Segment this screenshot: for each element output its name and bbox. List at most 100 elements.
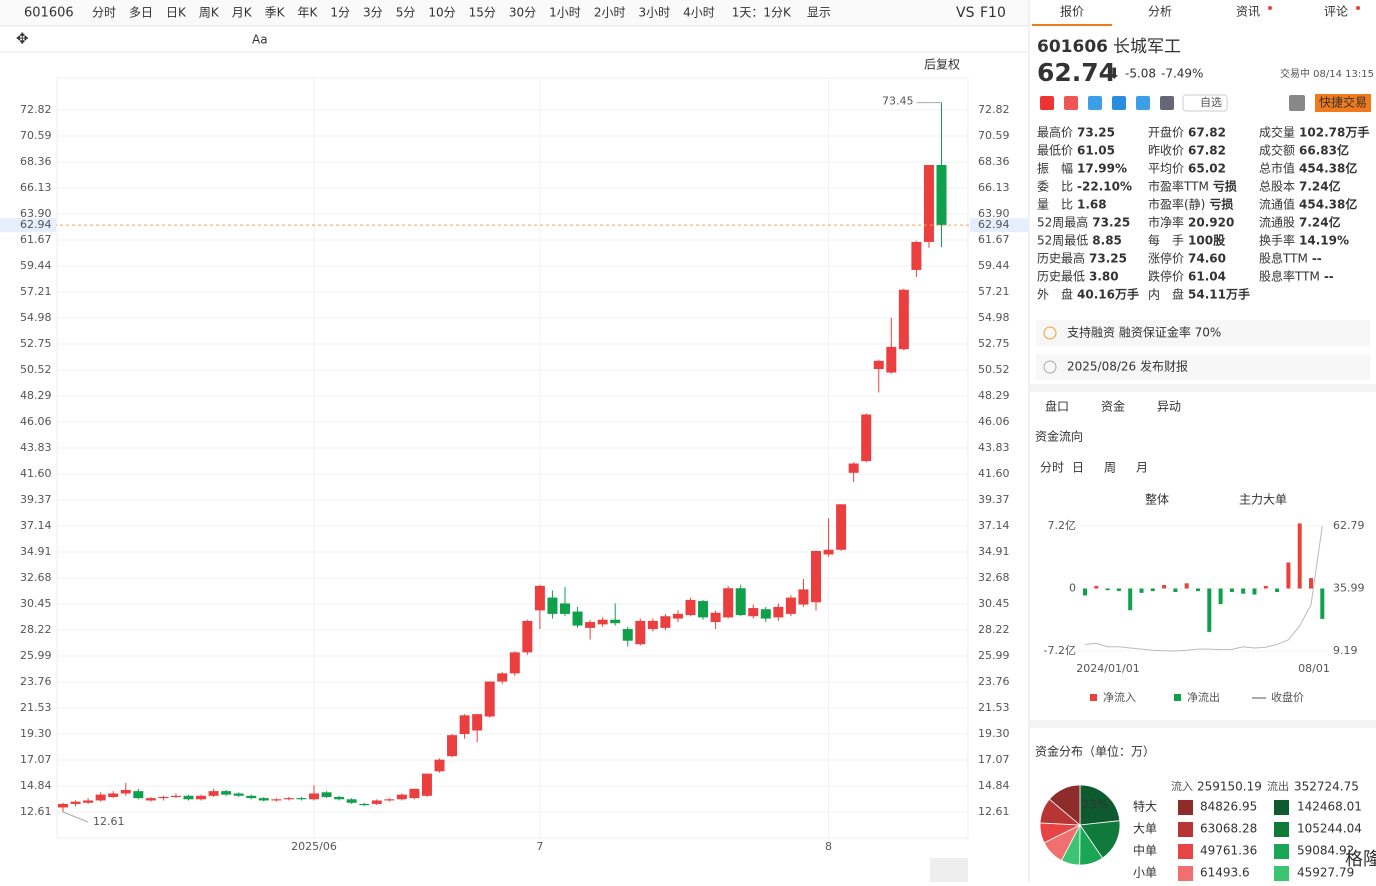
candle-body: [522, 620, 533, 653]
sub-tab[interactable]: 资金: [1101, 399, 1125, 414]
candle-body: [886, 346, 897, 373]
stat-label: 总股本: [1259, 180, 1295, 194]
period-tab[interactable]: 分时: [92, 6, 116, 20]
candle-body: [735, 588, 746, 616]
stat-value: 40.16万手: [1077, 287, 1139, 302]
swatch: [1274, 866, 1289, 881]
ratio-select[interactable]: 1天：1分K: [732, 6, 792, 20]
candle-body: [748, 608, 759, 617]
period-tab[interactable]: 年K: [298, 6, 319, 20]
stat-label: 52周最高: [1037, 215, 1088, 230]
flow-period[interactable]: 日: [1072, 461, 1084, 475]
flow-period[interactable]: 分时: [1040, 461, 1064, 475]
x-tick-label: 2025/06: [291, 840, 337, 853]
trade-label[interactable]: 快捷交易: [1319, 95, 1367, 110]
y-tick-label: 39.37: [978, 493, 1010, 506]
flow-bar: [1263, 585, 1268, 589]
f10-button[interactable]: F10: [980, 5, 1006, 21]
period-tab[interactable]: 1小时: [549, 6, 581, 20]
last-price-label: 62.94: [978, 218, 1010, 231]
stat-value: 20.920: [1188, 216, 1234, 230]
trade-btn[interactable]: [1315, 94, 1371, 112]
quote-code: 601606: [1037, 37, 1108, 57]
stat-label: 最高价: [1037, 125, 1073, 140]
stat-label: 成交额: [1259, 143, 1295, 158]
flow-bar: [1218, 588, 1223, 605]
period-tab[interactable]: 日K: [166, 6, 187, 20]
feature-icon[interactable]: [1136, 96, 1150, 110]
period-tab[interactable]: 1分: [330, 6, 350, 20]
feature-icon[interactable]: [1160, 96, 1174, 110]
flow-mode[interactable]: 主力大单: [1239, 493, 1287, 507]
x-tick-label: 8: [825, 840, 832, 853]
stat-label: 振 幅: [1037, 161, 1073, 176]
stat-label: 流通股: [1259, 216, 1295, 230]
y-tick-label: 63.90: [20, 207, 52, 220]
y-tick-label: 17.07: [978, 753, 1010, 766]
flow-bar: [1162, 585, 1167, 589]
watch-label[interactable]: 自选: [1200, 96, 1222, 109]
stat-label: 跌停价: [1148, 269, 1184, 284]
move-tool[interactable]: ✥: [16, 30, 29, 48]
panel-tab[interactable]: 评论: [1324, 5, 1348, 19]
flow-bar: [1196, 588, 1200, 592]
candle-body: [773, 606, 784, 618]
period-tab[interactable]: 30分: [509, 6, 536, 20]
legend-swatch: [1174, 694, 1181, 701]
candle-body: [371, 800, 382, 804]
quote-status: 交易中 08/14 13:15: [1280, 67, 1374, 80]
period-tab[interactable]: 多日: [129, 6, 153, 20]
feature-icon[interactable]: [1064, 96, 1078, 110]
sub-tab[interactable]: 盘口: [1045, 399, 1069, 414]
period-tab[interactable]: 3小时: [638, 6, 670, 20]
period-tab[interactable]: 2小时: [594, 6, 626, 20]
min-label: 12.61: [93, 815, 125, 828]
y-tick-label: 0: [1069, 582, 1076, 595]
period-tab[interactable]: 3分: [363, 6, 383, 20]
scroll-thumb[interactable]: [930, 858, 968, 882]
period-tab[interactable]: 月K: [232, 6, 253, 20]
flow-mode[interactable]: 整体: [1145, 492, 1169, 507]
swatch: [1274, 822, 1289, 837]
feature-icon[interactable]: [1088, 96, 1102, 110]
candle-body: [698, 601, 709, 618]
feature-icon[interactable]: [1112, 96, 1126, 110]
outflow-value: 45927.79: [1297, 866, 1354, 880]
period-tab[interactable]: 周K: [199, 6, 220, 20]
stat-label: 流通值: [1259, 197, 1295, 212]
display-select[interactable]: 显示: [807, 6, 831, 20]
period-tab[interactable]: 15分: [469, 6, 496, 20]
stat-value: 73.25: [1092, 216, 1130, 230]
watch-btn[interactable]: [1182, 94, 1228, 112]
stat-label: 昨收价: [1148, 144, 1184, 158]
adjust-toggle[interactable]: 后复权: [924, 58, 960, 72]
panel-tab[interactable]: 报价: [1060, 4, 1084, 19]
sub-tab[interactable]: 异动: [1157, 400, 1181, 414]
stat-label: 内 盘: [1148, 287, 1184, 302]
panel-tab[interactable]: 分析: [1148, 5, 1172, 19]
notice-icon: [1043, 326, 1057, 340]
pie-slice: [1079, 820, 1121, 859]
candle-body: [672, 613, 683, 619]
panel-tab[interactable]: 资讯: [1236, 5, 1260, 19]
bell-btn[interactable]: [1289, 95, 1305, 111]
period-tab[interactable]: 季K: [265, 6, 286, 20]
stat-value: 102.78万手: [1299, 125, 1369, 140]
stat-value: 66.83亿: [1299, 143, 1349, 158]
vs-button[interactable]: VS: [956, 5, 975, 21]
outflow-value: 105244.04: [1297, 822, 1362, 836]
flow-period[interactable]: 月: [1136, 461, 1148, 475]
feature-icon[interactable]: [1040, 96, 1054, 110]
period-tab[interactable]: 10分: [428, 6, 455, 20]
candle-body: [898, 289, 909, 350]
font-tool[interactable]: Aa: [252, 33, 268, 47]
y-tick-label: 12.61: [20, 805, 52, 818]
y-tick-label: 41.60: [978, 467, 1010, 480]
candle-body: [133, 791, 144, 799]
candle-body: [873, 360, 884, 370]
flow-period[interactable]: 周: [1104, 461, 1116, 475]
stat-value: --: [1324, 270, 1334, 284]
period-tab[interactable]: 5分: [396, 6, 416, 20]
y-tick-label: 66.13: [978, 181, 1010, 194]
period-tab[interactable]: 4小时: [683, 6, 715, 20]
